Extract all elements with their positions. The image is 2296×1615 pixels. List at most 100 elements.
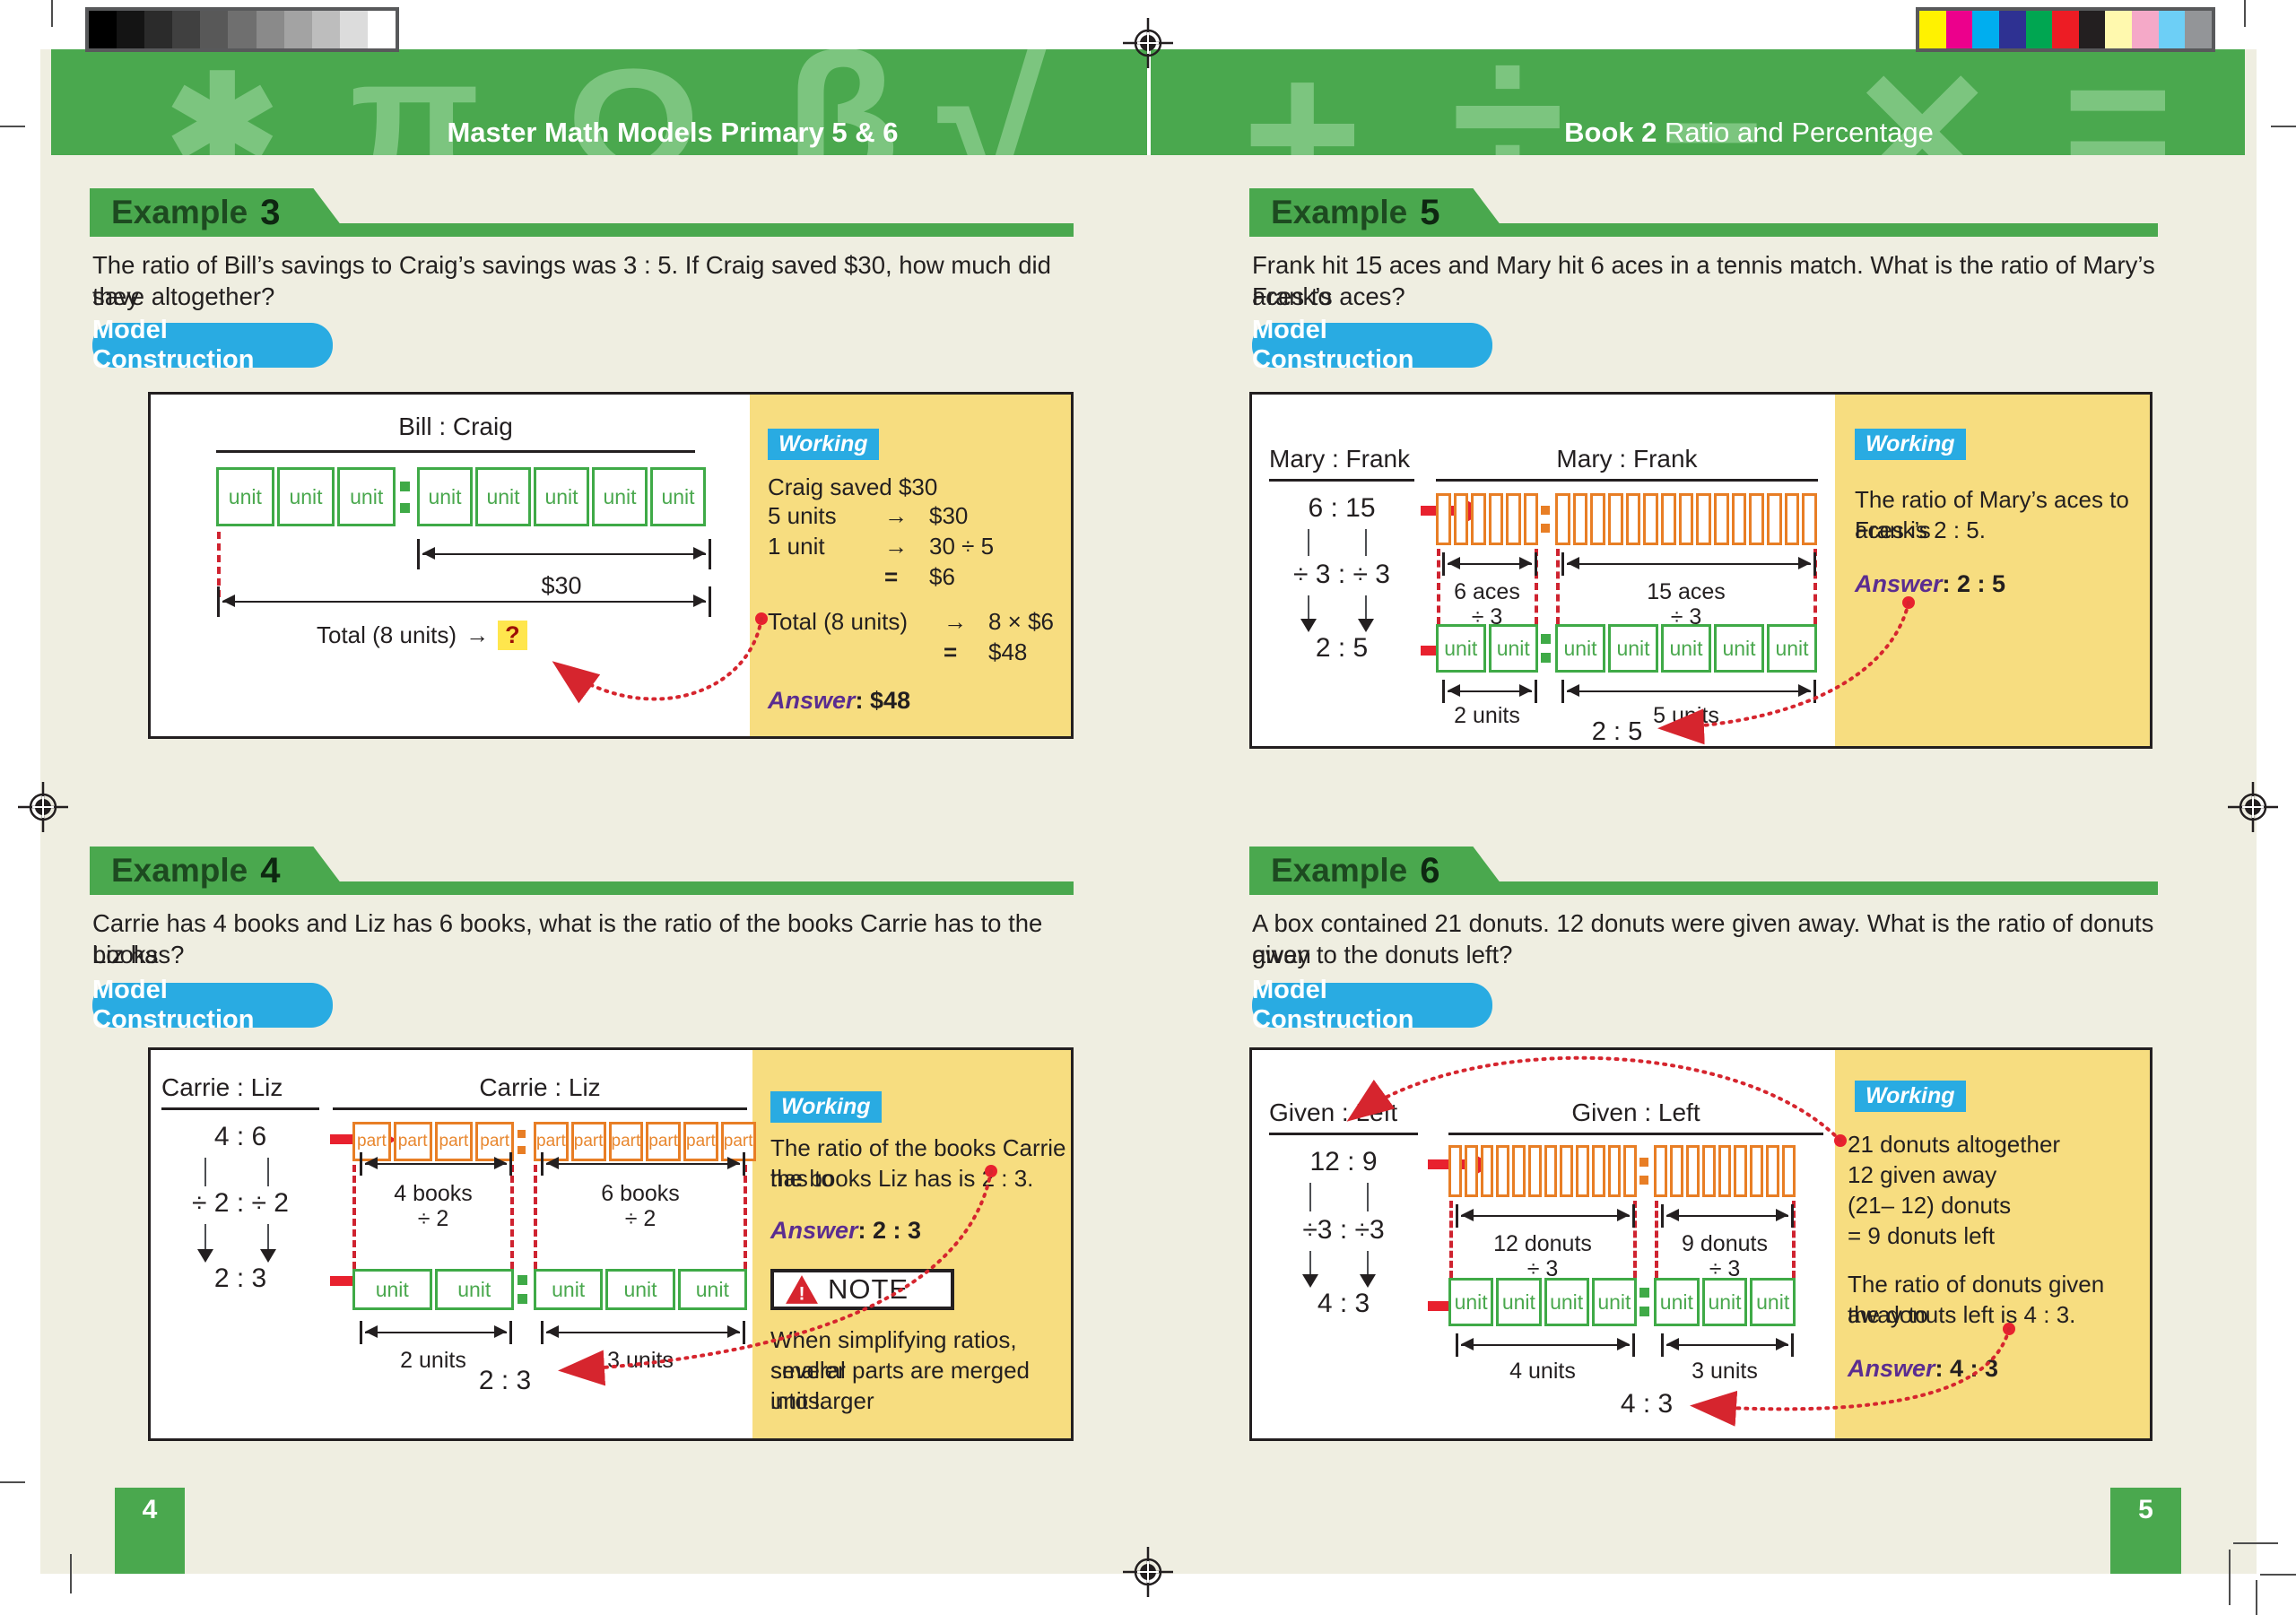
units-span-label: 4 units [1509, 1359, 1576, 1384]
unit-cell: unit [1496, 1278, 1542, 1326]
banner-divider [1147, 49, 1151, 155]
stripe-cell [1766, 1145, 1780, 1197]
example6-problem-line2: away to the donuts left? [1252, 941, 1513, 968]
example-number: 4 [260, 850, 281, 890]
connector-line [204, 1158, 206, 1186]
span-label: 9 donuts [1682, 1231, 1768, 1256]
stripe-cell [1560, 1145, 1573, 1197]
trim-mark [0, 126, 25, 127]
calibration-swatch [283, 11, 312, 48]
ratio-colon [517, 1269, 527, 1310]
working-line: = $6 [768, 563, 955, 591]
units-span-label: 2 units [400, 1348, 466, 1373]
part-cell: part [534, 1122, 569, 1161]
craig-span-arrow [417, 539, 711, 569]
grayscale-calibration-bar [85, 7, 399, 52]
note-line: smaller parts are merged into larger [770, 1357, 1030, 1414]
stripe-cell [1669, 1145, 1683, 1197]
unit-cell: unit [1750, 1278, 1796, 1326]
ratio-colon [517, 1122, 526, 1161]
stripe-cell [1784, 493, 1800, 545]
example-label: Example [111, 194, 248, 230]
stripe-cell [1453, 493, 1468, 545]
working-sentence: The ratio of the books Carrie has to [770, 1134, 1066, 1192]
working-value: $30 [929, 502, 969, 529]
span-arrow [1561, 680, 1816, 703]
example4-problem-line2: Liz has? [92, 941, 185, 968]
working-value: $48 [988, 638, 1028, 665]
calibration-swatch [2078, 11, 2106, 48]
working-label: Total (8 units) [768, 608, 909, 635]
stripe-cell [1731, 493, 1747, 545]
color-calibration-bar [1916, 7, 2215, 52]
calibration-swatch [2105, 11, 2133, 48]
span-label: 15 aces [1647, 579, 1726, 604]
down-arrow [1300, 619, 1317, 632]
red-dashed-guide [1792, 1201, 1796, 1278]
working-line: 5 units → $30 [768, 502, 968, 530]
mary-stripe-bar [1436, 493, 1538, 545]
total-label-row: Total (8 units) → ? [317, 621, 527, 650]
right-page-number-tab: 5 [2110, 1488, 2181, 1574]
down-arrow [197, 1249, 213, 1263]
ratio-row-original: 4 : 6 [213, 1122, 267, 1151]
example3-problem-line2: save altogether? [92, 282, 275, 310]
stripe-cell [1512, 1145, 1526, 1197]
red-dashed-guide [217, 532, 221, 597]
answer-label: Answer [1855, 570, 1943, 597]
calibration-swatch [339, 11, 368, 48]
result-ratio: 4 : 3 [1620, 1389, 1674, 1419]
unit-cell: unit [352, 1269, 432, 1310]
stripe-cell [1607, 1145, 1622, 1197]
left-page-number-tab: 4 [115, 1488, 185, 1574]
working-sentence: aces is 2 : 5. [1855, 517, 1986, 543]
red-dashed-guide [1813, 549, 1817, 624]
connector-line [1309, 1183, 1311, 1211]
model-title: Mary : Frank [1556, 445, 1698, 473]
carrie-part-bar: part part part part [352, 1122, 514, 1161]
span-arrow [1661, 1333, 1794, 1357]
connector-line [1308, 529, 1309, 556]
title-underline [1436, 479, 1818, 482]
working-label: 5 units [768, 502, 837, 529]
omega-symbol: Ω [565, 49, 702, 155]
frank-stripe-bar [1555, 493, 1818, 545]
registration-mark-left [18, 782, 68, 832]
note-box: ! NOTE [770, 1269, 954, 1310]
asterisk-symbol: ✱ [166, 49, 279, 155]
stripe-cell [1643, 493, 1659, 545]
craig-unit-bar: unit unit unit unit unit [417, 467, 706, 526]
trim-mark [2233, 1542, 2278, 1544]
part-cell: part [352, 1122, 391, 1161]
stripe-cell [1544, 1145, 1558, 1197]
working-badge: Working [1855, 1081, 1966, 1112]
working-badge: Working [1855, 429, 1966, 460]
answer-line: Answer: 2 : 3 [770, 1217, 921, 1245]
working-value: 8 × $6 [988, 608, 1055, 635]
working-line: 12 given away [1848, 1161, 1997, 1188]
title-underline [1448, 1133, 1823, 1135]
answer-label: Answer [770, 1217, 858, 1244]
warning-icon: ! [786, 1275, 818, 1305]
right-title-rest: Ratio and Percentage [1657, 117, 1934, 148]
equals-sign: = [944, 638, 958, 665]
span-divisor: ÷ 3 [1709, 1256, 1741, 1281]
answer-value: : 2 : 3 [857, 1217, 922, 1244]
stripe-cell [1436, 493, 1451, 545]
left-unit-bar: unit unit unit [1654, 1278, 1796, 1326]
red-dashed-guide [352, 1165, 356, 1269]
title-underline [216, 450, 695, 453]
answer-line: Answer: 2 : 5 [1855, 570, 2005, 598]
example-number: 5 [1420, 192, 1440, 232]
part-cell: part [475, 1122, 514, 1161]
example5-problem-line2: Frank’s aces? [1252, 282, 1405, 310]
calibration-swatch [117, 11, 145, 48]
span-arrow [360, 1152, 512, 1176]
working-value: $6 [929, 563, 955, 590]
example-number: 3 [260, 192, 281, 232]
unit-cell: unit [1555, 624, 1605, 673]
answer-label: Answer [1848, 1355, 1935, 1382]
right-arrow-glyph: → [465, 621, 490, 648]
trim-mark [2244, 0, 2246, 27]
down-arrow [1302, 1274, 1318, 1288]
